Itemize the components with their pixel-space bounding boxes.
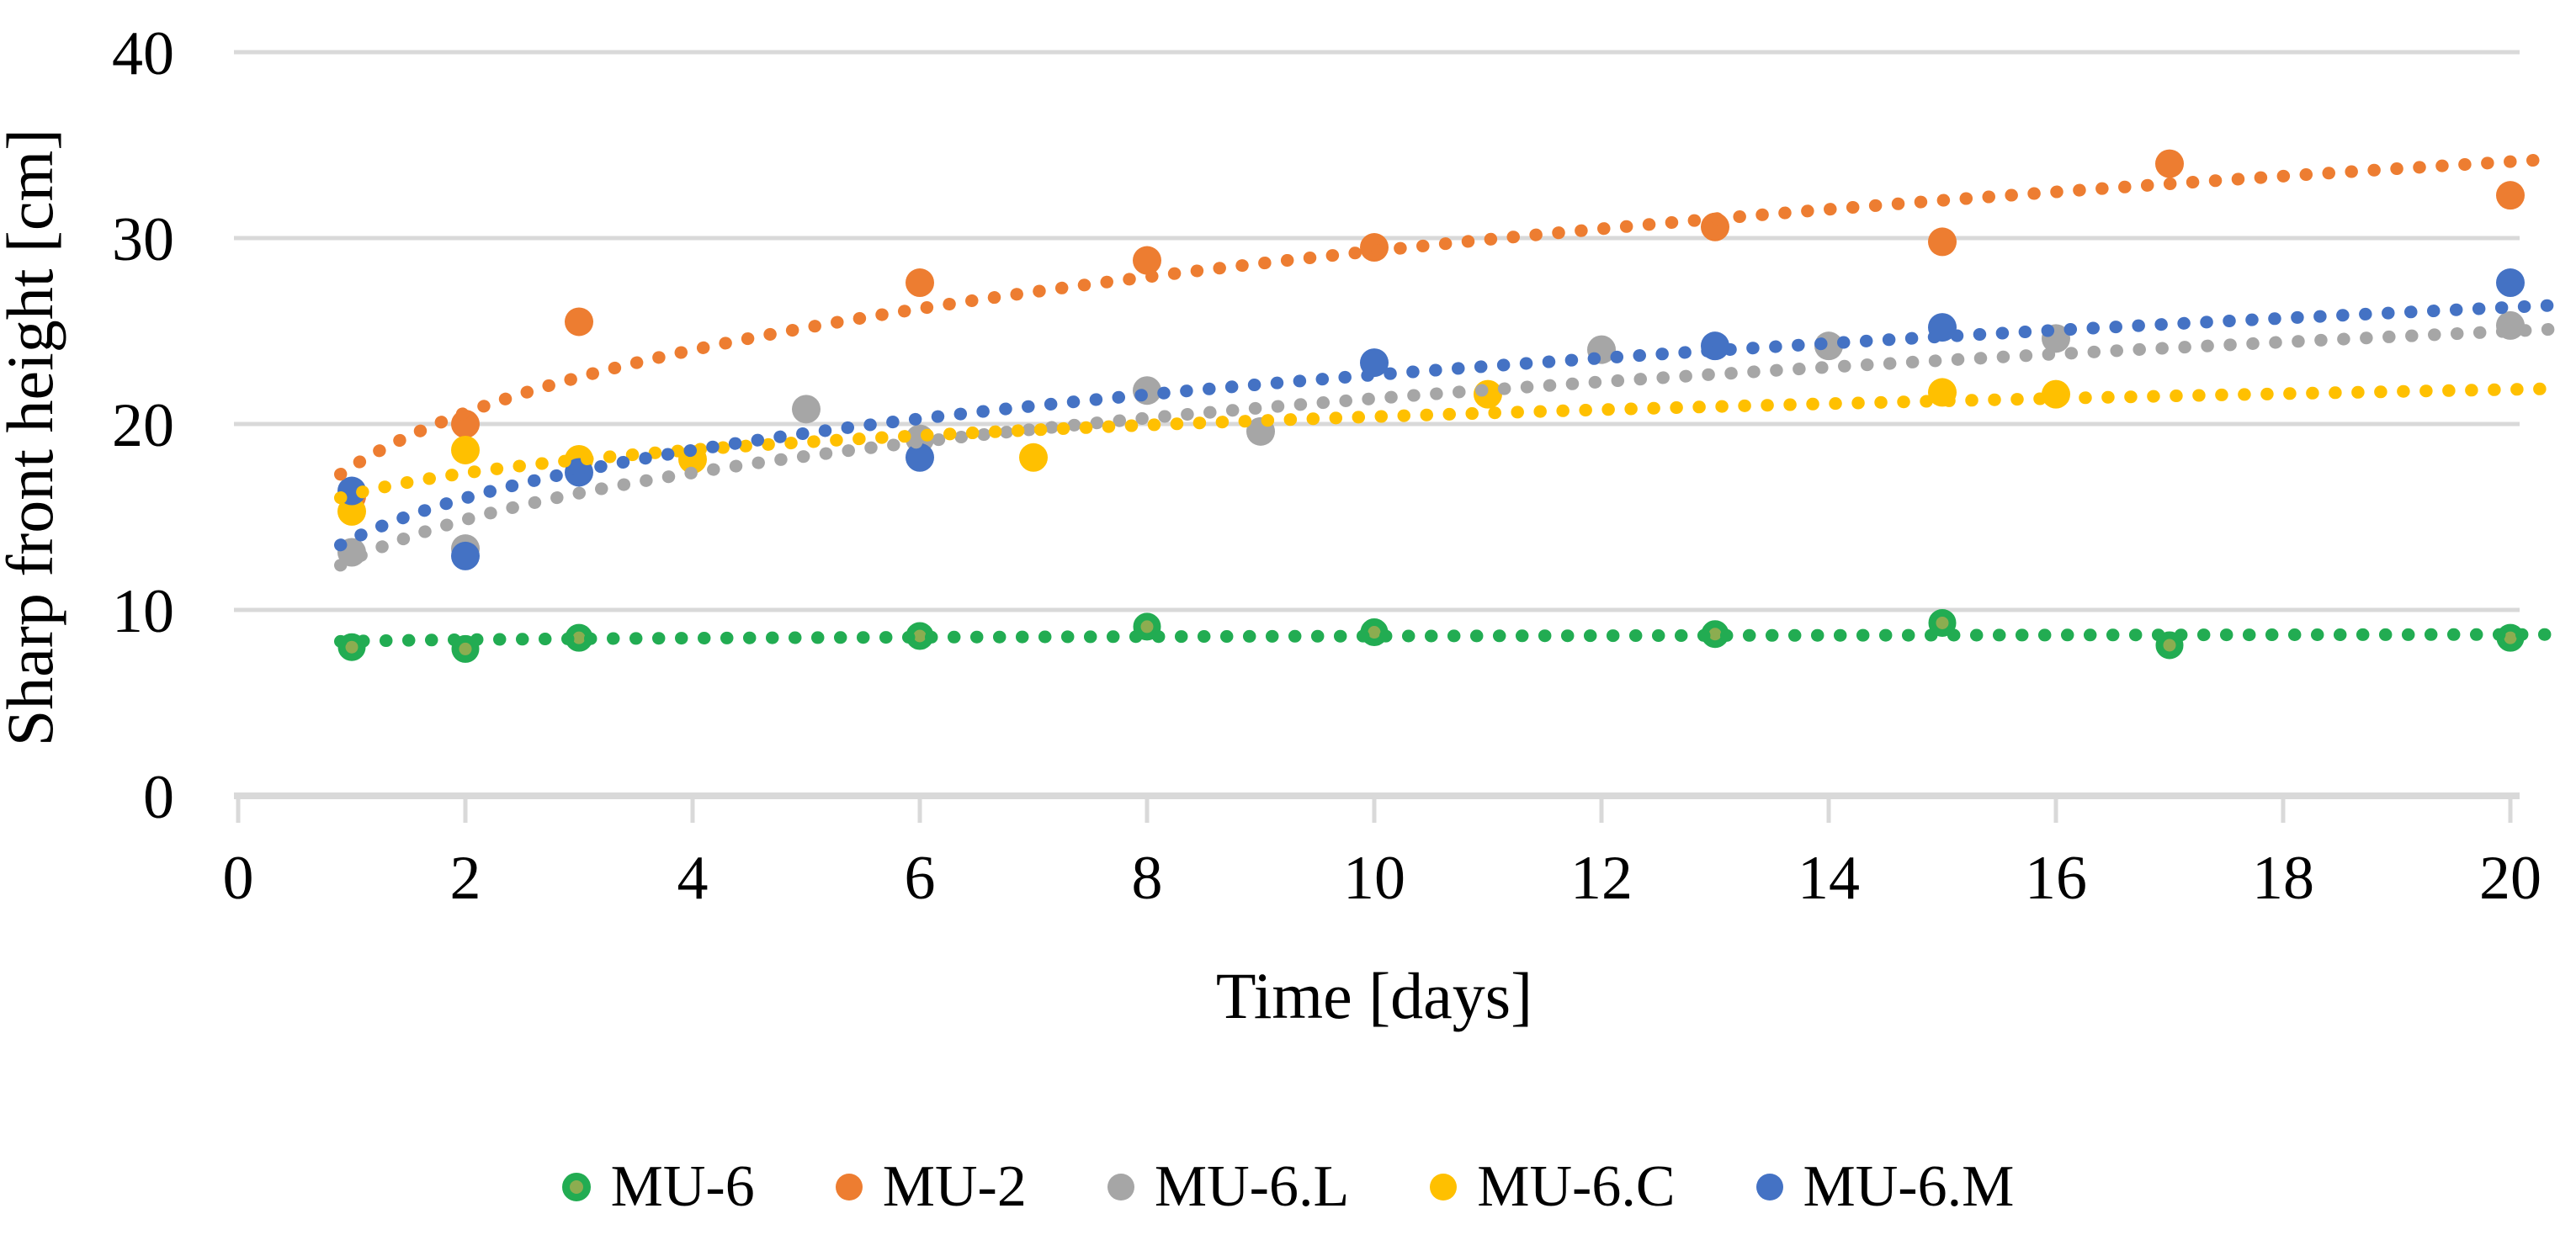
x-tick-label-4: 4 bbox=[677, 844, 709, 913]
MU-2-marker-icon bbox=[835, 1174, 863, 1201]
MU-6.C-marker-icon bbox=[1430, 1174, 1458, 1201]
legend-item-MU-2: MU-2 bbox=[835, 1153, 1027, 1221]
data-point-MU-6.C bbox=[451, 435, 480, 464]
x-tick-label-18: 18 bbox=[2252, 844, 2314, 913]
x-axis-title: Time [days] bbox=[1216, 959, 1532, 1032]
legend-label: MU-6.C bbox=[1477, 1154, 1676, 1219]
y-tick-labels: 0 10 20 30 40 bbox=[112, 19, 174, 832]
legend-label: MU-2 bbox=[882, 1154, 1027, 1219]
MU-2-trendline bbox=[334, 152, 2556, 481]
legend-label: MU-6 bbox=[610, 1154, 755, 1219]
data-point-MU-6 bbox=[1928, 608, 1957, 637]
y-tick-label-0: 0 bbox=[143, 763, 174, 832]
x-tick-label-20: 20 bbox=[2479, 844, 2541, 913]
legend-label: MU-6.M bbox=[1803, 1154, 2015, 1219]
y-tick-label-40: 40 bbox=[112, 19, 174, 88]
MU-6.L-trendline bbox=[334, 323, 2556, 572]
data-point-MU-6.M bbox=[451, 541, 480, 570]
x-tick-label-12: 12 bbox=[1570, 844, 1633, 913]
MU-6-trendline bbox=[334, 628, 2556, 648]
y-tick-label-10: 10 bbox=[112, 577, 174, 646]
data-point-MU-2 bbox=[1928, 227, 1957, 257]
data-point-MU-6 bbox=[1133, 612, 1161, 641]
data-point-MU-2 bbox=[2496, 181, 2525, 210]
data-point-MU-6.C bbox=[337, 496, 366, 526]
x-tick-label-16: 16 bbox=[2025, 844, 2087, 913]
MU-6.M-trendline bbox=[334, 299, 2556, 552]
data-point-MU-2 bbox=[906, 268, 934, 298]
legend-label: MU-6.L bbox=[1154, 1154, 1350, 1219]
y-axis-title: Sharp front height [cm] bbox=[0, 129, 66, 746]
data-point-MU-2 bbox=[1133, 246, 1161, 275]
legend-item-MU-6.M: MU-6.M bbox=[1755, 1153, 2015, 1221]
x-tick-label-10: 10 bbox=[1343, 844, 1405, 913]
MU-6-marker-icon bbox=[561, 1173, 591, 1201]
x-tick-label-14: 14 bbox=[1798, 844, 1860, 913]
y-tick-label-20: 20 bbox=[112, 391, 174, 460]
x-tick-label-6: 6 bbox=[905, 844, 936, 913]
MU-6.M-marker-icon bbox=[1755, 1174, 1783, 1201]
x-tick-label-8: 8 bbox=[1132, 844, 1163, 913]
MU-6.C-trendline bbox=[334, 382, 2556, 505]
legend-item-MU-6: MU-6 bbox=[561, 1153, 755, 1221]
series-MU-6.L bbox=[337, 310, 2525, 567]
legend-item-MU-6.L: MU-6.L bbox=[1107, 1153, 1349, 1221]
y-tick-label-30: 30 bbox=[112, 205, 174, 274]
data-point-MU-6.L bbox=[792, 395, 821, 424]
data-point-MU-2 bbox=[565, 307, 593, 337]
data-point-MU-6 bbox=[451, 634, 480, 663]
legend-item-MU-6.C: MU-6.C bbox=[1430, 1153, 1676, 1221]
data-point-MU-2 bbox=[2155, 149, 2184, 178]
MU-6.L-marker-icon bbox=[1107, 1174, 1134, 1201]
data-point-MU-6.M bbox=[2496, 268, 2525, 298]
data-point-MU-6.M bbox=[906, 443, 934, 472]
trendlines bbox=[334, 152, 2556, 648]
data-point-MU-6 bbox=[2155, 631, 2184, 660]
x-tick-label-0: 0 bbox=[223, 844, 254, 913]
x-axis bbox=[234, 792, 2520, 823]
legend: MU-6 MU-2 MU-6.L MU-6.C MU-6.M bbox=[0, 1141, 2576, 1233]
data-markers bbox=[337, 149, 2525, 663]
x-tick-label-2: 2 bbox=[450, 844, 481, 913]
data-point-MU-6.C bbox=[1019, 443, 1048, 472]
x-tick-labels: 0 2 4 6 8 10 12 14 16 18 20 bbox=[223, 844, 2542, 913]
